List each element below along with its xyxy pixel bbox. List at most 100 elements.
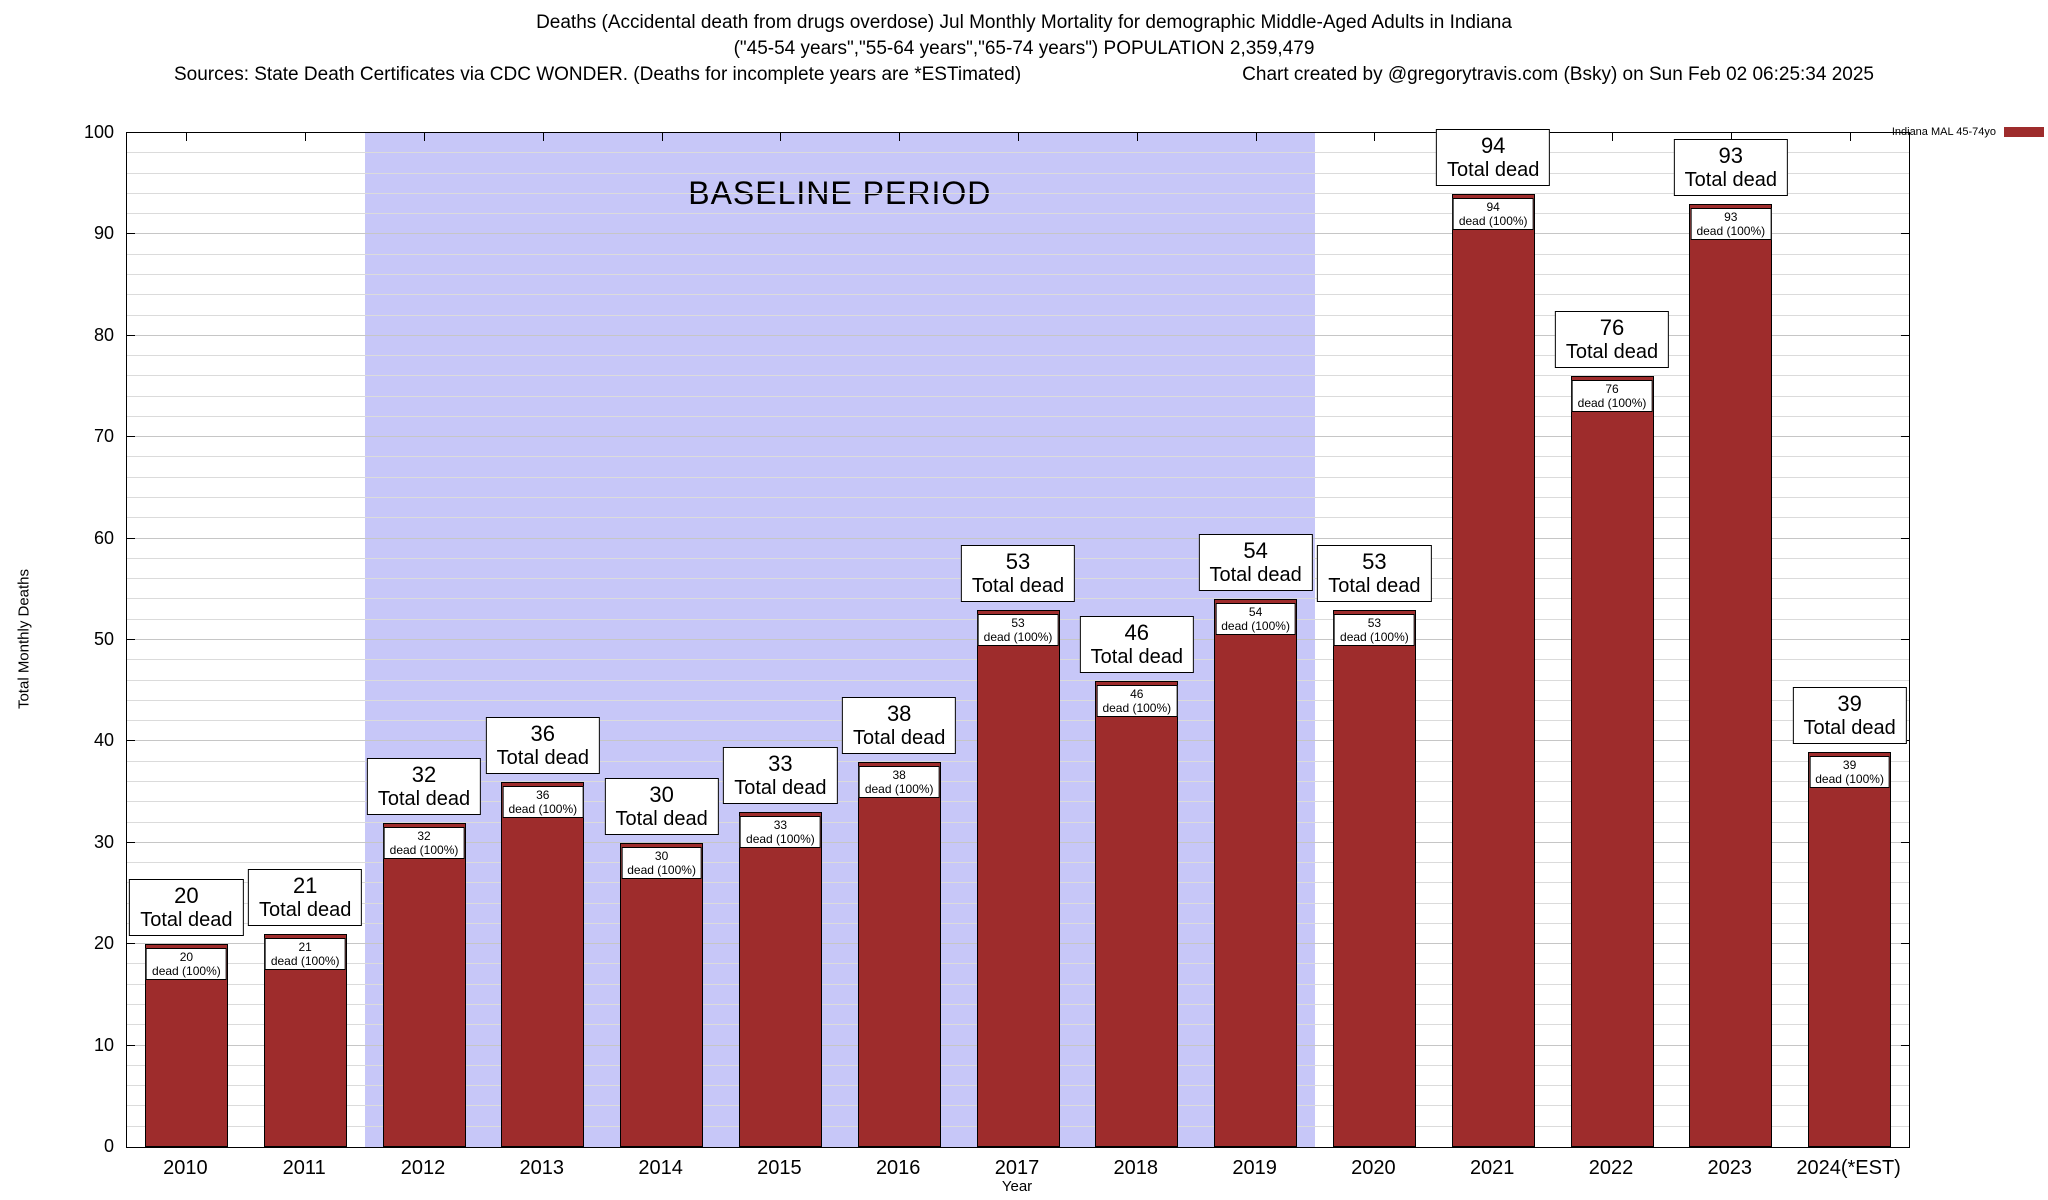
x-tick-label: 2012 — [400, 1157, 446, 1179]
x-axis-tick — [1018, 133, 1019, 141]
bar-total-label: 53 Total dead — [1317, 544, 1432, 602]
y-tick-label: 80 — [93, 324, 114, 345]
x-axis-tick — [1849, 133, 1851, 141]
bar-total-value: 93 — [1718, 142, 1744, 168]
x-tick-label: 2010 — [163, 1157, 208, 1179]
x-axis-tick — [780, 133, 782, 141]
bar-inner-label: 53 dead (100%) — [977, 613, 1059, 646]
bar-total-label: 38 Total dead — [842, 696, 957, 754]
bar-total-value: 32 — [411, 761, 437, 787]
chart-title-line2: ("45-54 years","55-64 years","65-74 year… — [733, 38, 1315, 59]
y-tick-label: 0 — [103, 1136, 114, 1156]
x-axis-tick — [186, 133, 188, 141]
bar-total-label: 33 Total dead — [723, 747, 838, 805]
y-axis-tick — [127, 639, 135, 640]
bar-inner-label: 38 dead (100%) — [858, 765, 940, 798]
chart-title-line3: Sources: State Death Certificates via CD… — [174, 62, 1874, 88]
gridline — [127, 213, 1909, 215]
bar-inner-text: dead (100%) — [1696, 223, 1766, 238]
x-axis-tick — [1136, 133, 1138, 141]
bar-total-value: 21 — [292, 873, 318, 899]
bar-total-value: 38 — [886, 700, 912, 726]
gridline — [127, 233, 1909, 235]
bar — [620, 842, 704, 1147]
bar-inner-label: 33 dead (100%) — [740, 816, 821, 849]
bar — [857, 761, 941, 1147]
bar-total-text: Total dead — [259, 899, 352, 922]
bar-inner-label: 93 dead (100%) — [1690, 207, 1772, 240]
y-tick-label: 100 — [83, 122, 114, 142]
gridline — [127, 294, 1909, 296]
gridline — [127, 355, 1909, 357]
bar-total-text: Total dead — [971, 574, 1065, 597]
bar-inner-value: 38 — [892, 767, 906, 782]
bar-inner-label: 54 dead (100%) — [1215, 603, 1296, 636]
y-tick-label: 60 — [93, 527, 114, 548]
x-axis-tick — [424, 133, 425, 141]
y-tick-label: 20 — [93, 933, 114, 954]
bar-inner-label: 30 dead (100%) — [621, 846, 702, 879]
bar-total-value: 94 — [1480, 132, 1506, 158]
gridline — [127, 537, 1909, 539]
bar — [1332, 609, 1416, 1147]
bar-inner-value: 93 — [1724, 209, 1738, 224]
y-axis-tick — [127, 740, 135, 742]
gridline — [127, 273, 1909, 275]
legend: Indiana MAL 45-74yo — [1892, 126, 2044, 138]
legend-swatch — [2004, 127, 2044, 137]
bar-inner-label: 20 dead (100%) — [146, 948, 227, 981]
bar-total-label: 54 Total dead — [1198, 534, 1313, 592]
y-axis-tick — [1901, 537, 1909, 539]
bar-inner-text: dead (100%) — [1340, 629, 1409, 644]
bar-inner-value: 33 — [773, 818, 788, 833]
bar-inner-text: dead (100%) — [152, 964, 221, 979]
bar-inner-label: 53 dead (100%) — [1334, 613, 1415, 646]
x-tick-label: 2017 — [994, 1157, 1040, 1179]
x-axis-tick — [1374, 133, 1376, 141]
y-axis-tick — [1901, 841, 1909, 843]
bar-total-text: Total dead — [1684, 168, 1777, 191]
gridline — [127, 476, 1909, 478]
gridline — [127, 334, 1909, 336]
bar-inner-label: 32 dead (100%) — [383, 826, 465, 859]
bar-total-label: 32 Total dead — [366, 757, 482, 815]
x-axis-tick — [305, 133, 307, 141]
bar-inner-value: 32 — [417, 828, 431, 843]
gridline — [127, 395, 1909, 397]
x-axis-tick — [542, 133, 544, 141]
bar-inner-text: dead (100%) — [983, 629, 1053, 644]
bar-inner-value: 30 — [654, 848, 669, 863]
y-axis-tick — [1901, 233, 1909, 235]
y-axis-tick — [127, 537, 135, 539]
bar-inner-text: dead (100%) — [508, 801, 578, 816]
gridline — [127, 192, 1909, 194]
bar-total-label: 76 Total dead — [1554, 311, 1670, 369]
bar-total-text: Total dead — [377, 787, 471, 810]
bar-inner-value: 54 — [1248, 605, 1263, 620]
bar-total-label: 21 Total dead — [248, 869, 363, 927]
gridline — [127, 497, 1909, 499]
bar-total-label: 39 Total dead — [1792, 686, 1907, 744]
chart-title-line1: Deaths (Accidental death from drugs over… — [536, 12, 1512, 33]
gridline — [127, 152, 1909, 154]
x-tick-label: 2015 — [757, 1157, 802, 1179]
bar — [1570, 376, 1654, 1147]
y-axis-tick — [1901, 334, 1909, 336]
bar-total-value: 54 — [1243, 538, 1268, 564]
gridline — [127, 375, 1909, 377]
gridline — [127, 415, 1909, 417]
gridline — [127, 253, 1909, 255]
bar-total-value: 33 — [768, 751, 793, 777]
y-axis-title: Total Monthly Deaths — [15, 568, 33, 710]
bar-inner-value: 76 — [1605, 382, 1619, 397]
bar-inner-text: dead (100%) — [864, 781, 934, 796]
bar-total-label: 36 Total dead — [485, 716, 600, 774]
bar — [1095, 680, 1179, 1147]
x-tick-label: 2024(*EST) — [1796, 1157, 1901, 1179]
bar — [1689, 203, 1773, 1147]
bar — [976, 609, 1060, 1147]
y-axis-tick — [1901, 943, 1909, 945]
bar — [1214, 599, 1298, 1147]
bar-total-value: 39 — [1837, 690, 1862, 716]
bar-total-value: 53 — [1362, 548, 1387, 574]
